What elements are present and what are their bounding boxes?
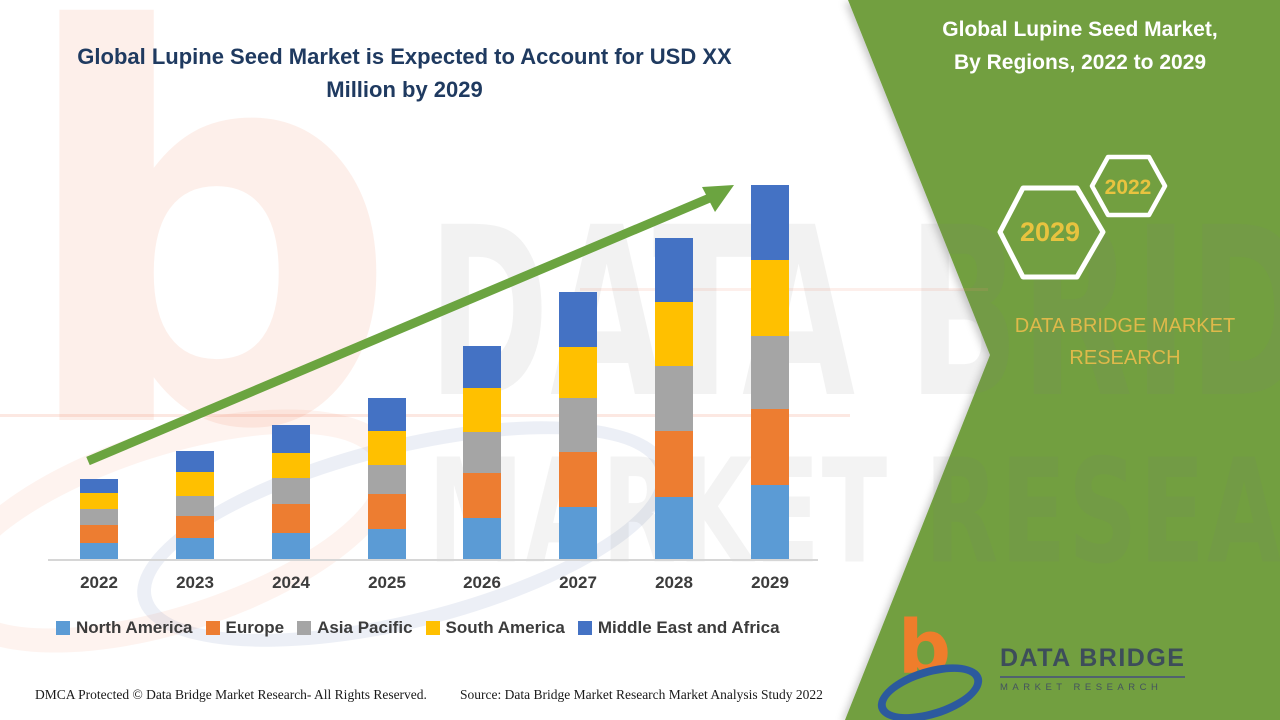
- bar-segment-2023-middle-east-and-africa: [176, 451, 214, 472]
- bar-segment-2026-asia-pacific: [463, 432, 501, 473]
- bar-segment-2027-south-america: [559, 347, 597, 398]
- bar-segment-2022-middle-east-and-africa: [80, 479, 118, 493]
- bar-segment-2029-south-america: [751, 260, 789, 336]
- x-axis-label-2027: 2027: [559, 573, 597, 592]
- bar-segment-2027-europe: [559, 452, 597, 507]
- logo-mark-icon: b: [871, 605, 994, 720]
- panel-title-line2: By Regions, 2022 to 2029: [953, 50, 1207, 74]
- bar-segment-2025-middle-east-and-africa: [368, 398, 406, 431]
- data-bridge-logo: b DATA BRIDGE MARKET RESEARCH: [871, 605, 1186, 720]
- bar-segment-2029-asia-pacific: [751, 336, 789, 409]
- bar-2023: [176, 451, 214, 559]
- legend-label-south-america: South America: [445, 618, 565, 637]
- dmca-text: DMCA Protected © Data Bridge Market Rese…: [35, 687, 427, 702]
- hexagon-2022: [1089, 154, 1168, 218]
- bar-segment-2025-south-america: [368, 431, 406, 465]
- x-axis-line: [48, 559, 818, 561]
- bar-segment-2027-middle-east-and-africa: [559, 292, 597, 347]
- bar-segment-2024-north-america: [272, 533, 310, 559]
- x-axis-label-2029: 2029: [751, 573, 789, 592]
- x-axis-label-2023: 2023: [176, 573, 214, 592]
- bar-2029: [751, 185, 789, 559]
- bar-segment-2025-asia-pacific: [368, 465, 406, 494]
- bar-segment-2023-south-america: [176, 472, 214, 496]
- x-axis-label-2024: 2024: [272, 573, 310, 592]
- bar-segment-2024-europe: [272, 504, 310, 533]
- legend-item-north-america: North America: [56, 618, 193, 638]
- bar-segment-2026-middle-east-and-africa: [463, 346, 501, 388]
- x-axis-label-2025: 2025: [368, 573, 406, 592]
- logo-text: DATA BRIDGE MARKET RESEARCH: [1000, 644, 1186, 693]
- legend-label-middle-east-and-africa: Middle East and Africa: [597, 618, 780, 637]
- x-axis-label-2022: 2022: [80, 573, 118, 592]
- bar-segment-2027-asia-pacific: [559, 398, 597, 452]
- bar-segment-2024-asia-pacific: [272, 478, 310, 504]
- brand-text: DATA BRIDGE MARKET RESEARCH: [1014, 315, 1236, 369]
- legend-item-south-america: South America: [425, 618, 565, 638]
- panel-title-line1: Global Lupine Seed Market,: [942, 18, 1218, 41]
- bar-segment-2028-middle-east-and-africa: [655, 238, 693, 302]
- legend-swatch-north-america: [56, 621, 70, 635]
- legend-label-asia-pacific: Asia Pacific: [317, 618, 413, 637]
- bar-segment-2026-north-america: [463, 518, 501, 559]
- x-axis-label-2026: 2026: [463, 573, 501, 592]
- bar-segment-2028-europe: [655, 431, 693, 497]
- chart-legend: North America Europe Asia Pacific South Ame…: [56, 618, 780, 638]
- legend-swatch-asia-pacific: [297, 621, 312, 635]
- bar-2024: [272, 425, 310, 559]
- bar-segment-2023-asia-pacific: [176, 496, 214, 516]
- bar-segment-2029-middle-east-and-africa: [751, 185, 789, 260]
- logo-b-glyph: b: [898, 605, 951, 691]
- source-text: Source: Data Bridge Market Research Mark…: [460, 687, 823, 702]
- bar-2025: [368, 398, 406, 559]
- bar-segment-2026-europe: [463, 473, 501, 518]
- bar-segment-2022-north-america: [80, 543, 118, 559]
- logo-subtitle: MARKET RESEARCH: [1000, 682, 1163, 693]
- bar-segment-2023-europe: [176, 516, 214, 538]
- green-panel-shape: [845, 0, 1280, 720]
- bar-segment-2027-north-america: [559, 507, 597, 559]
- hexagon-2029-label: 2029: [1020, 217, 1080, 247]
- panel-title: Global Lupine Seed Market, By Regions, 2…: [890, 14, 1270, 79]
- x-axis-label-2028: 2028: [655, 573, 693, 592]
- chart-title: Global Lupine Seed Market is Expected to…: [77, 44, 732, 102]
- legend-swatch-europe: [205, 621, 220, 635]
- legend-item-europe: Europe: [205, 618, 285, 638]
- hexagon-2022-label: 2022: [1105, 176, 1152, 199]
- bar-segment-2022-europe: [80, 525, 118, 543]
- bar-segment-2022-south-america: [80, 493, 118, 509]
- bar-segment-2029-north-america: [751, 485, 789, 559]
- bar-segment-2024-south-america: [272, 453, 310, 478]
- bar-2022: [80, 479, 118, 559]
- legend-label-north-america: North America: [76, 618, 193, 637]
- legend-swatch-middle-east-and-africa: [577, 621, 592, 635]
- bar-2027: [559, 292, 597, 559]
- legend-swatch-south-america: [425, 621, 440, 635]
- bar-segment-2025-europe: [368, 494, 406, 529]
- bar-segment-2029-europe: [751, 409, 789, 485]
- bar-2028: [655, 238, 693, 559]
- bar-segment-2024-middle-east-and-africa: [272, 425, 310, 453]
- legend-label-europe: Europe: [225, 618, 285, 637]
- bar-2026: [463, 346, 501, 559]
- bar-segment-2028-south-america: [655, 302, 693, 366]
- bar-segment-2025-north-america: [368, 529, 406, 559]
- hexagon-2029: [997, 185, 1106, 280]
- legend-item-middle-east-and-africa: Middle East and Africa: [577, 618, 780, 638]
- bar-segment-2023-north-america: [176, 538, 214, 559]
- bar-segment-2022-asia-pacific: [80, 509, 118, 525]
- logo-name: DATA BRIDGE: [1000, 644, 1186, 678]
- bar-segment-2028-north-america: [655, 497, 693, 559]
- legend-item-asia-pacific: Asia Pacific: [297, 618, 413, 638]
- bar-segment-2026-south-america: [463, 388, 501, 432]
- bar-segment-2028-asia-pacific: [655, 366, 693, 431]
